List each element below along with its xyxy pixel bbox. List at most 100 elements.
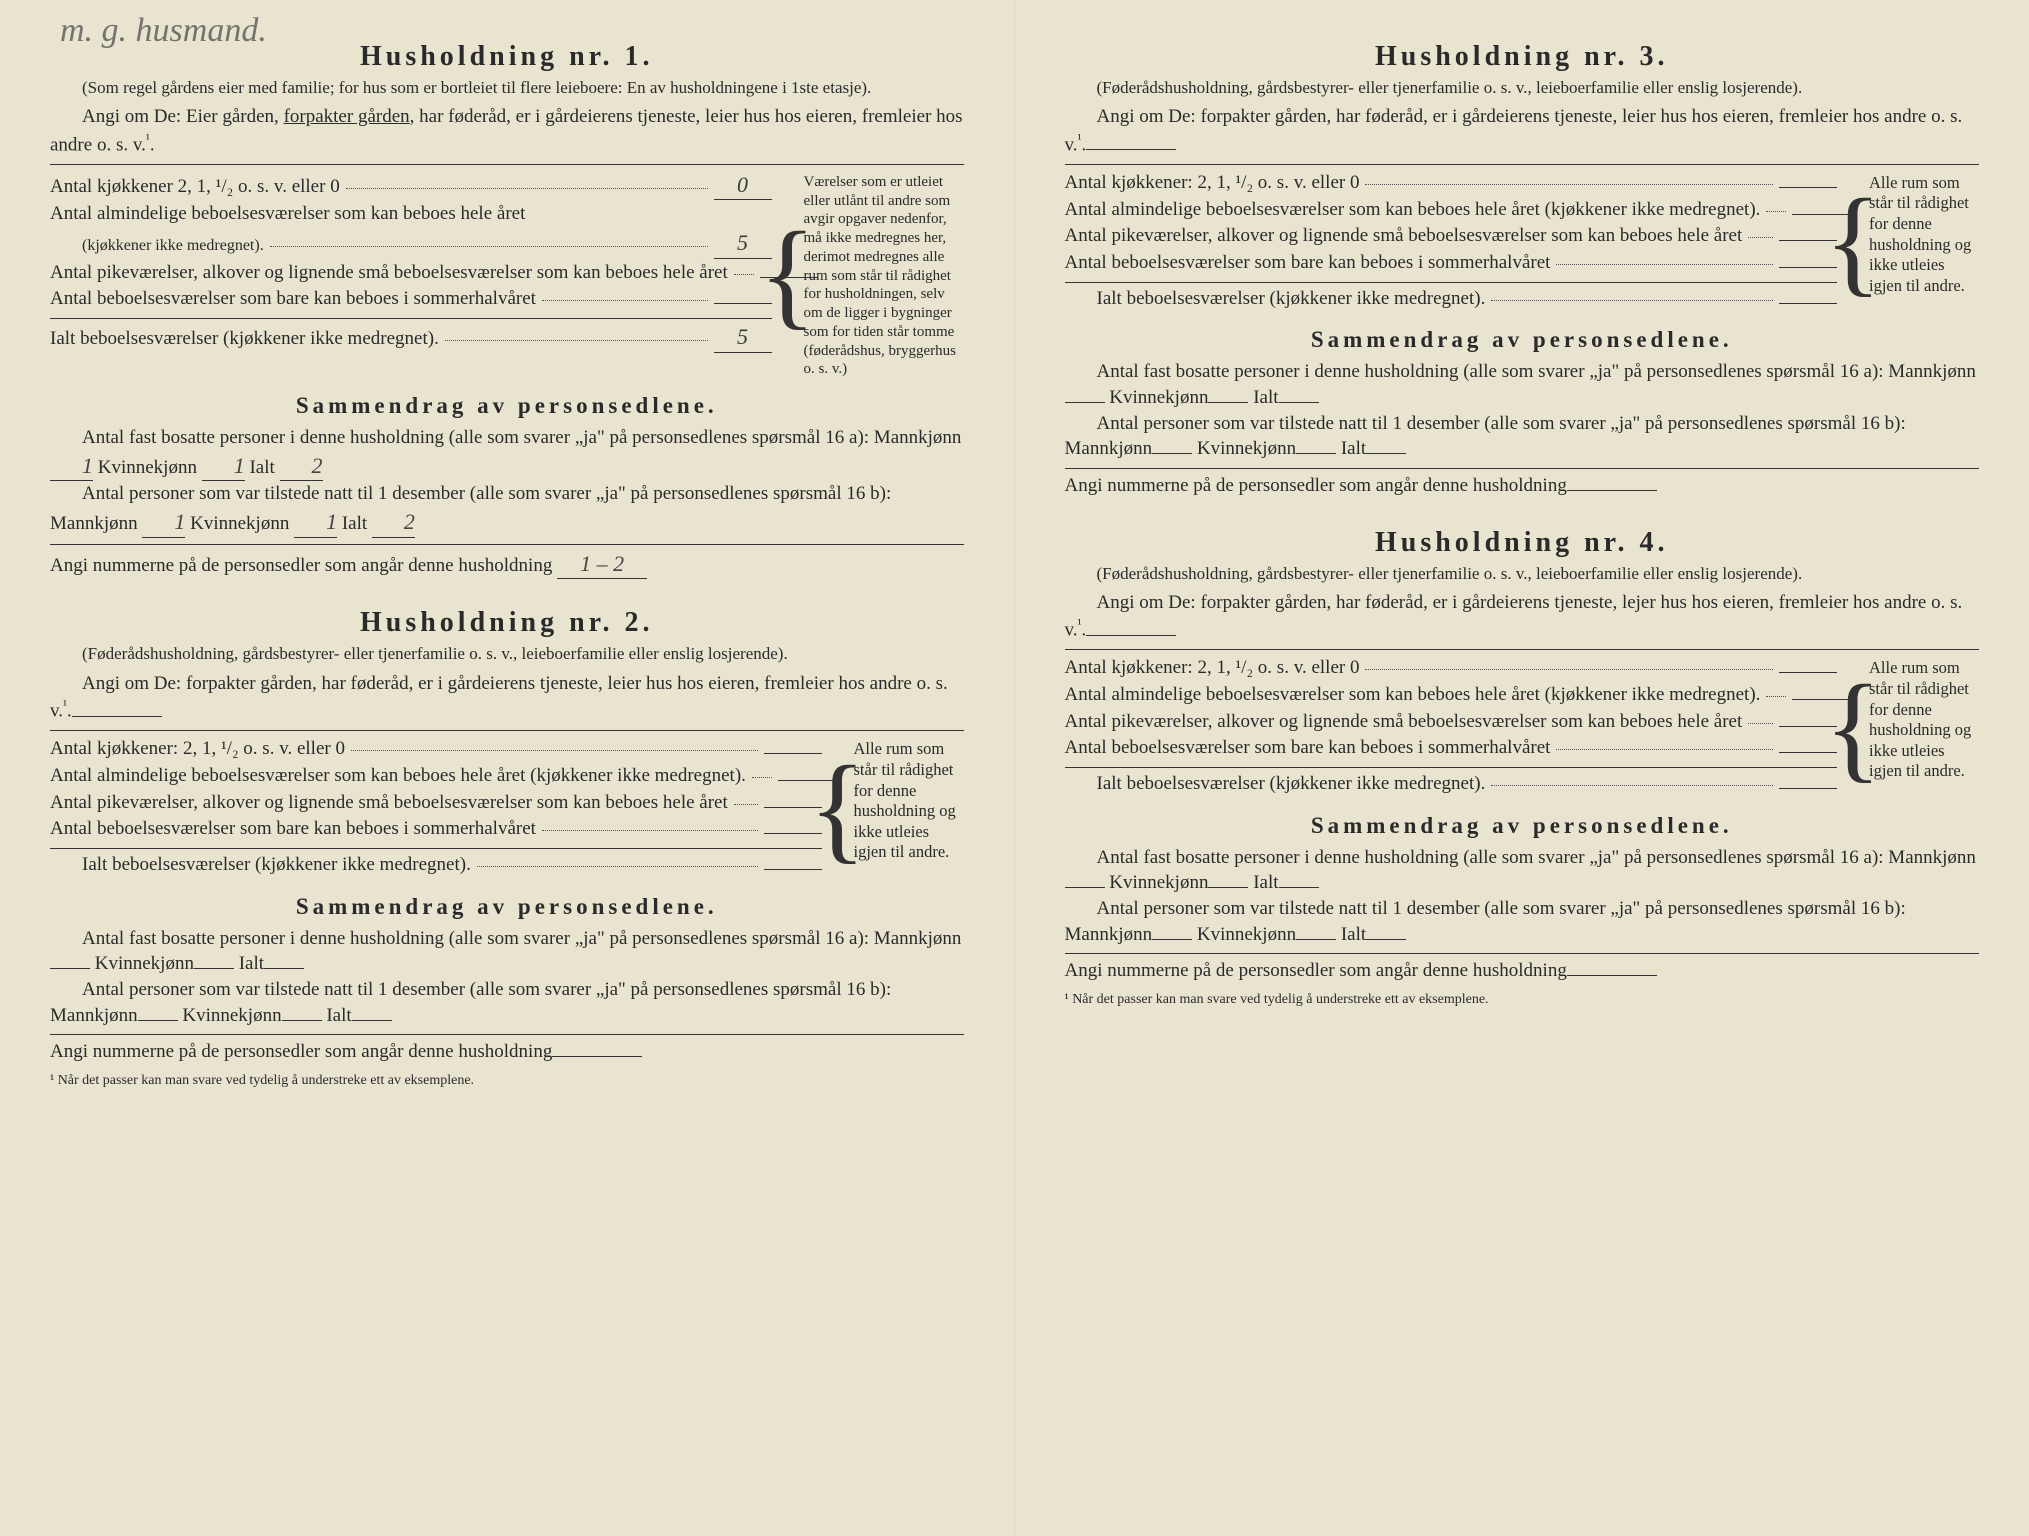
hh1-summary-title: Sammendrag av personsedlene.: [50, 393, 964, 419]
hh4-row-a: Antal almindelige beboelsesværelser som …: [1065, 683, 1761, 708]
t: Ialt: [326, 1005, 351, 1026]
hh1-room-block: Antal kjøkkener 2, 1, ¹/₂ o. s. v. eller…: [50, 169, 964, 379]
blank: [1152, 939, 1192, 940]
hh1-row-total: Ialt beboelsesværelser (kjøkkener ikke m…: [50, 327, 439, 352]
hh2-row-b: Antal pikeværelser, alkover og lignende …: [50, 791, 728, 816]
hh1-row-c: Antal beboelsesværelser som bare kan beb…: [50, 287, 536, 312]
hh4-sidenote: Alle rum som står til rådighet for denne…: [1869, 654, 1979, 798]
hh1-kitchen-label: Antal kjøkkener 2, 1, ¹/₂ o. s. v. eller…: [50, 175, 340, 200]
hh1-row-a-note: (kjøkkener ikke medregnet).: [82, 236, 264, 257]
hh3-summary1: Antal fast bosatte personer i denne hush…: [1065, 359, 1980, 410]
t: Kvinnekjønn: [98, 457, 197, 478]
hh1-angi-prefix: Angi om De: Eier gården,: [82, 106, 284, 127]
blank: [1567, 490, 1657, 491]
hh3-row-a: Antal almindelige beboelsesværelser som …: [1065, 198, 1761, 223]
t: Angi nummerne på de personsedler som ang…: [50, 1041, 552, 1062]
t: Kvinnekjønn: [95, 953, 194, 974]
t: Antal personer som var tilstede natt til…: [1065, 413, 1906, 460]
t: Angi om De: forpakter gården, har føderå…: [1065, 106, 1963, 155]
hh1-sidenote: Værelser som er utleiet eller utlånt til…: [804, 169, 964, 379]
t: Kvinnekjønn: [1109, 872, 1208, 893]
t: Kvinnekjønn: [1109, 387, 1208, 408]
hh3-angi: Angi om De: forpakter gården, har føderå…: [1065, 104, 1980, 158]
rule: [1065, 953, 1980, 954]
blank: [50, 968, 90, 969]
blank: [1208, 887, 1248, 888]
t: Antal fast bosatte personer i denne hush…: [1097, 847, 1976, 868]
hh2-summary2: Antal personer som var tilstede natt til…: [50, 977, 964, 1028]
rule: [50, 544, 964, 545]
hh4-summary1: Antal fast bosatte personer i denne hush…: [1065, 845, 1980, 896]
rule: [50, 164, 964, 165]
hh3-row-c: Antal beboelsesværelser som bare kan beb…: [1065, 251, 1551, 276]
rule: [1065, 649, 1980, 650]
blank: [138, 1020, 178, 1021]
blank: [1567, 975, 1657, 976]
blank: [1152, 453, 1192, 454]
t: Antal personer som var tilstede natt til…: [1065, 898, 1906, 945]
t: Angi om De: forpakter gården, har føderå…: [1065, 592, 1963, 641]
t: Ialt: [1253, 387, 1278, 408]
household-2: Husholdning nr. 2. (Føderådshusholdning,…: [50, 607, 964, 1089]
blank: [282, 1020, 322, 1021]
hh2-summary1: Antal fast bosatte personer i denne hush…: [50, 926, 964, 977]
blank: [72, 716, 162, 717]
hh1-nummerne: Angi nummerne på de personsedler som ang…: [50, 549, 964, 580]
t: Ialt: [1341, 924, 1366, 945]
rule: [1065, 767, 1838, 768]
hh3-kitchen-label: Antal kjøkkener: 2, 1, ¹/₂ o. s. v. elle…: [1065, 171, 1360, 196]
hh1-row-b: Antal pikeværelser, alkover og lignende …: [50, 261, 728, 286]
hh1-summary2: Antal personer som var tilstede natt til…: [50, 481, 964, 537]
footnote-right: ¹ Når det passer kan man svare ved tydel…: [1065, 992, 1980, 1008]
footnote-left: ¹ Når det passer kan man svare ved tydel…: [50, 1073, 964, 1089]
hh4-title: Husholdning nr. 4.: [1065, 527, 1980, 559]
hh4-summary2: Antal personer som var tilstede natt til…: [1065, 896, 1980, 947]
hh1-angi: Angi om De: Eier gården, forpakter gårde…: [50, 104, 964, 158]
hh3-row-total: Ialt beboelsesværelser (kjøkkener ikke m…: [1097, 287, 1486, 312]
blank: [1366, 939, 1406, 940]
blank: [1065, 402, 1105, 403]
t: Kvinnekjønn: [182, 1005, 281, 1026]
brace-icon: {: [1847, 654, 1859, 798]
hh3-summary2: Antal personer som var tilstede natt til…: [1065, 411, 1980, 462]
hh2-sidenote: Alle rum som står til rådighet for denne…: [854, 735, 964, 879]
hh1-s2-m: 1: [142, 507, 185, 538]
hh3-summary-title: Sammendrag av personsedlene.: [1065, 327, 1980, 353]
household-3: Husholdning nr. 3. (Føderådshusholdning,…: [1065, 41, 1980, 499]
hh2-summary-title: Sammendrag av personsedlene.: [50, 894, 964, 920]
t: Kvinnekjønn: [1197, 438, 1296, 459]
brace-icon: {: [782, 169, 794, 379]
blank: [264, 968, 304, 969]
hh4-row-c: Antal beboelsesværelser som bare kan beb…: [1065, 736, 1551, 761]
hh3-row-b: Antal pikeværelser, alkover og lignende …: [1065, 224, 1743, 249]
t: Angi nummerne på de personsedler som ang…: [1065, 475, 1567, 496]
hh1-nummerne-value: 1 – 2: [557, 549, 647, 580]
household-1: Husholdning nr. 1. (Som regel gårdens ei…: [50, 41, 964, 579]
brace-icon: {: [1847, 169, 1859, 313]
footnote-ref: ¹: [63, 697, 67, 712]
blank: [1065, 887, 1105, 888]
rule: [1065, 164, 1980, 165]
hh4-summary-title: Sammendrag av personsedlene.: [1065, 813, 1980, 839]
t: Antal personer som var tilstede natt til…: [50, 979, 891, 1026]
t: Ialt: [239, 953, 264, 974]
blank: [194, 968, 234, 969]
blank: [1366, 453, 1406, 454]
hh1-s2-t: 2: [372, 507, 415, 538]
hh1-s1-t: 2: [280, 451, 323, 482]
hh2-kitchen-label: Antal kjøkkener: 2, 1, ¹/₂ o. s. v. elle…: [50, 737, 345, 762]
hh4-kitchen-label: Antal kjøkkener: 2, 1, ¹/₂ o. s. v. elle…: [1065, 656, 1360, 681]
blank: [1279, 887, 1319, 888]
hh1-row-a: Antal almindelige beboelsesværelser som …: [50, 202, 525, 227]
hh1-kitchen-value: 0: [714, 171, 772, 201]
hh3-sidenote: Alle rum som står til rådighet for denne…: [1869, 169, 1979, 313]
rule: [50, 730, 964, 731]
hh2-room-block: Antal kjøkkener: 2, 1, ¹/₂ o. s. v. elle…: [50, 735, 964, 879]
t: Ialt: [342, 513, 367, 534]
hh4-row-total: Ialt beboelsesværelser (kjøkkener ikke m…: [1097, 772, 1486, 797]
footnote-ref: ¹: [1078, 131, 1082, 146]
blank: [552, 1056, 642, 1057]
hh1-s1-k: 1: [202, 451, 245, 482]
rule: [1065, 282, 1838, 283]
t: Angi om De: forpakter gården, har føderå…: [50, 673, 948, 722]
